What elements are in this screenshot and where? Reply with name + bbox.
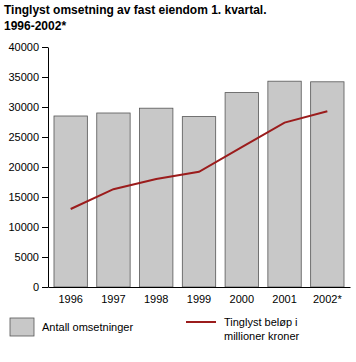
x-tick: 1998 (144, 287, 168, 305)
bar (140, 108, 173, 287)
y-tick: 5000 (15, 251, 48, 263)
x-tick: 1996 (58, 287, 82, 305)
x-tick-label: 1998 (144, 293, 168, 305)
y-tick-mark (42, 137, 48, 138)
chart: Tinglyst omsetning av fast eiendom 1. kv… (0, 0, 356, 362)
y-tick-label: 20000 (8, 161, 39, 173)
marks (54, 81, 344, 287)
x-tick: 2002* (313, 287, 342, 305)
legend-label: Antall omsetninger (42, 321, 133, 333)
x-tick-label: 2001 (272, 293, 296, 305)
y-tick-mark (42, 227, 48, 228)
y-tick-label: 25000 (8, 131, 39, 143)
x-tick-label: 1996 (58, 293, 82, 305)
x-axis-line (49, 287, 351, 288)
x-tick-label: 2000 (230, 293, 254, 305)
legend-swatch (186, 321, 216, 323)
y-tick: 40000 (8, 41, 48, 53)
y-tick-mark (42, 287, 48, 288)
bar (54, 116, 87, 287)
x-tick-label: 1997 (101, 293, 125, 305)
title: Tinglyst omsetning av fast eiendom 1. kv… (4, 3, 267, 33)
x-tick-label: 1999 (187, 293, 211, 305)
line (71, 111, 328, 209)
x-tick-label: 2002* (313, 293, 342, 305)
bar (311, 82, 344, 287)
x-tick: 2000 (230, 287, 254, 305)
y-axis-line (48, 48, 49, 288)
y-tick-label: 30000 (8, 101, 39, 113)
y-tick-mark (42, 107, 48, 108)
y-axis: 0 5000 10000 15000 20000 25000 30000 35000 40000 (8, 41, 48, 293)
bar (225, 93, 258, 287)
y-tick-mark (42, 77, 48, 78)
x-axis: 1996 1997 1998 1999 2000 2001 2002* (49, 287, 351, 305)
legend-label: Tinglyst beløp imillioner kroner (224, 316, 300, 342)
y-tick-label: 0 (33, 281, 39, 293)
legend-item: Antall omsetninger (10, 318, 133, 336)
plot: 0 5000 10000 15000 20000 25000 30000 35000 40000… (8, 41, 350, 305)
legend-item: Tinglyst beløp imillioner kroner (186, 316, 300, 342)
x-tick: 1997 (101, 287, 125, 305)
y-tick-label: 5000 (15, 251, 39, 263)
y-tick: 30000 (8, 101, 48, 113)
y-tick: 15000 (8, 191, 48, 203)
y-tick-mark (42, 167, 48, 168)
bar (97, 113, 130, 287)
bar (268, 81, 301, 287)
y-tick-label: 15000 (8, 191, 39, 203)
y-tick-mark (42, 257, 48, 258)
y-tick-label: 10000 (8, 221, 39, 233)
x-tick: 2001 (272, 287, 296, 305)
y-tick-label: 40000 (8, 41, 39, 53)
y-tick: 35000 (8, 71, 48, 83)
y-tick: 0 (33, 281, 48, 293)
y-tick-label: 35000 (8, 71, 39, 83)
y-tick-mark (42, 197, 48, 198)
y-tick-mark (42, 47, 48, 48)
legend-swatch (10, 318, 34, 336)
bar (182, 117, 215, 287)
x-tick: 1999 (187, 287, 211, 305)
y-tick: 25000 (8, 131, 48, 143)
y-tick: 20000 (8, 161, 48, 173)
legend: Antall omsetninger Tinglyst beløp imillio… (10, 316, 300, 342)
y-tick: 10000 (8, 221, 48, 233)
